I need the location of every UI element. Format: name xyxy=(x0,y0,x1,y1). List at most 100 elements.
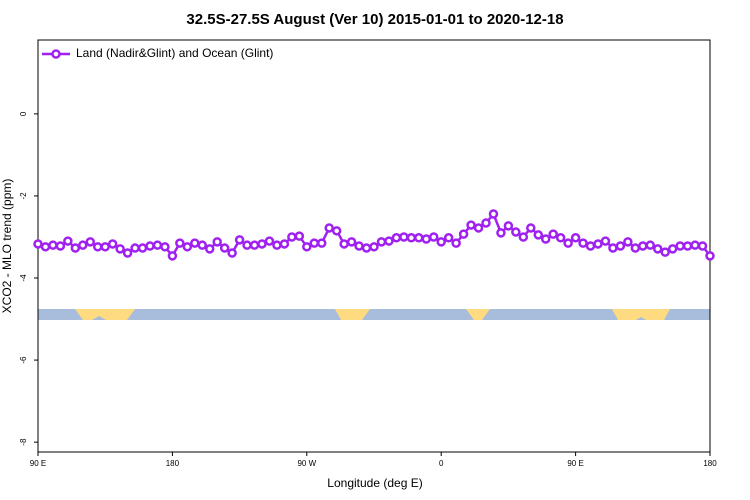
land-patch xyxy=(612,309,670,320)
data-point xyxy=(458,229,469,239)
data-point xyxy=(130,243,140,253)
x-tick-label: 0 xyxy=(439,459,444,468)
data-point xyxy=(339,239,349,249)
data-point xyxy=(354,241,364,251)
data-point xyxy=(548,229,558,239)
data-point xyxy=(555,233,566,243)
data-point xyxy=(145,241,155,251)
data-point xyxy=(608,243,618,253)
land-patch xyxy=(466,309,490,320)
data-point xyxy=(115,244,125,254)
data-point xyxy=(391,233,402,243)
y-tick-label: -6 xyxy=(19,356,28,364)
data-point xyxy=(242,240,252,250)
data-point xyxy=(249,240,260,250)
data-point xyxy=(361,243,372,253)
y-tick-label: -4 xyxy=(19,274,28,282)
data-point xyxy=(488,209,499,219)
data-point xyxy=(406,233,417,243)
data-point xyxy=(152,240,163,250)
land-ocean-band xyxy=(38,309,710,320)
data-point xyxy=(369,242,379,252)
data-point xyxy=(122,248,133,258)
data-point xyxy=(324,223,334,233)
x-tick-label: 90 E xyxy=(30,459,46,468)
data-point xyxy=(70,243,81,253)
y-tick-label: -2 xyxy=(19,192,28,200)
data-point xyxy=(660,247,670,257)
legend-label: Land (Nadir&Glint) and Ocean (Glint) xyxy=(76,46,273,60)
data-point xyxy=(190,238,200,248)
x-tick-label: 180 xyxy=(166,459,180,468)
data-point xyxy=(212,237,222,247)
data-point xyxy=(204,244,215,254)
data-point xyxy=(294,231,305,241)
data-point xyxy=(48,240,58,250)
data-point xyxy=(600,236,611,246)
data-point xyxy=(503,221,514,231)
x-tick-label: 90 W xyxy=(297,459,316,468)
data-point xyxy=(302,242,312,252)
data-point xyxy=(533,230,544,240)
data-point xyxy=(331,226,342,236)
data-point xyxy=(585,241,596,251)
data-point xyxy=(473,223,484,233)
data-point xyxy=(496,228,506,238)
data-point xyxy=(466,220,476,230)
data-point xyxy=(638,241,648,251)
data-point xyxy=(518,232,529,242)
data-point xyxy=(287,232,297,242)
data-point xyxy=(399,232,409,242)
data-point xyxy=(272,240,282,250)
data-point xyxy=(384,236,394,246)
data-point xyxy=(615,241,626,251)
legend-marker xyxy=(51,49,61,59)
data-point xyxy=(227,248,237,258)
data-point xyxy=(511,227,521,237)
data-point xyxy=(264,236,275,246)
x-tick-label: 90 E xyxy=(567,459,583,468)
data-point xyxy=(160,242,170,252)
data-point xyxy=(578,238,588,248)
data-point xyxy=(279,239,290,249)
data-point xyxy=(526,223,536,233)
data-point xyxy=(667,244,678,254)
data-point xyxy=(428,232,439,242)
data-point xyxy=(63,236,73,246)
data-point xyxy=(481,218,491,228)
data-point xyxy=(705,251,715,261)
land-patch xyxy=(335,309,370,320)
data-point xyxy=(182,242,193,252)
data-point xyxy=(645,240,656,250)
x-tick-label: 180 xyxy=(703,459,717,468)
data-point xyxy=(570,233,581,243)
data-point xyxy=(690,240,700,250)
data-point xyxy=(107,239,118,249)
data-point xyxy=(421,234,432,244)
x-axis-label: Longitude (deg E) xyxy=(327,476,422,490)
data-point xyxy=(630,243,641,253)
data-point xyxy=(33,239,43,249)
data-point xyxy=(436,237,446,247)
data-point xyxy=(92,242,103,252)
data-point xyxy=(309,238,320,248)
data-point xyxy=(100,242,110,252)
y-axis-label: XCO2 - MLO trend (ppm) xyxy=(0,179,14,314)
data-point xyxy=(540,234,551,244)
data-point xyxy=(443,233,454,243)
data-point xyxy=(593,239,603,249)
y-tick-label: -8 xyxy=(19,438,28,446)
ocean-band xyxy=(38,309,710,320)
data-point xyxy=(257,239,267,249)
data-point xyxy=(675,241,685,251)
data-point xyxy=(234,235,245,245)
data-point xyxy=(78,240,88,250)
data-point xyxy=(85,237,96,247)
data-point xyxy=(346,237,357,247)
data-point xyxy=(175,238,185,248)
data-point xyxy=(451,238,461,248)
land-patch xyxy=(75,309,135,320)
data-point xyxy=(40,242,51,252)
data-point xyxy=(697,241,708,251)
